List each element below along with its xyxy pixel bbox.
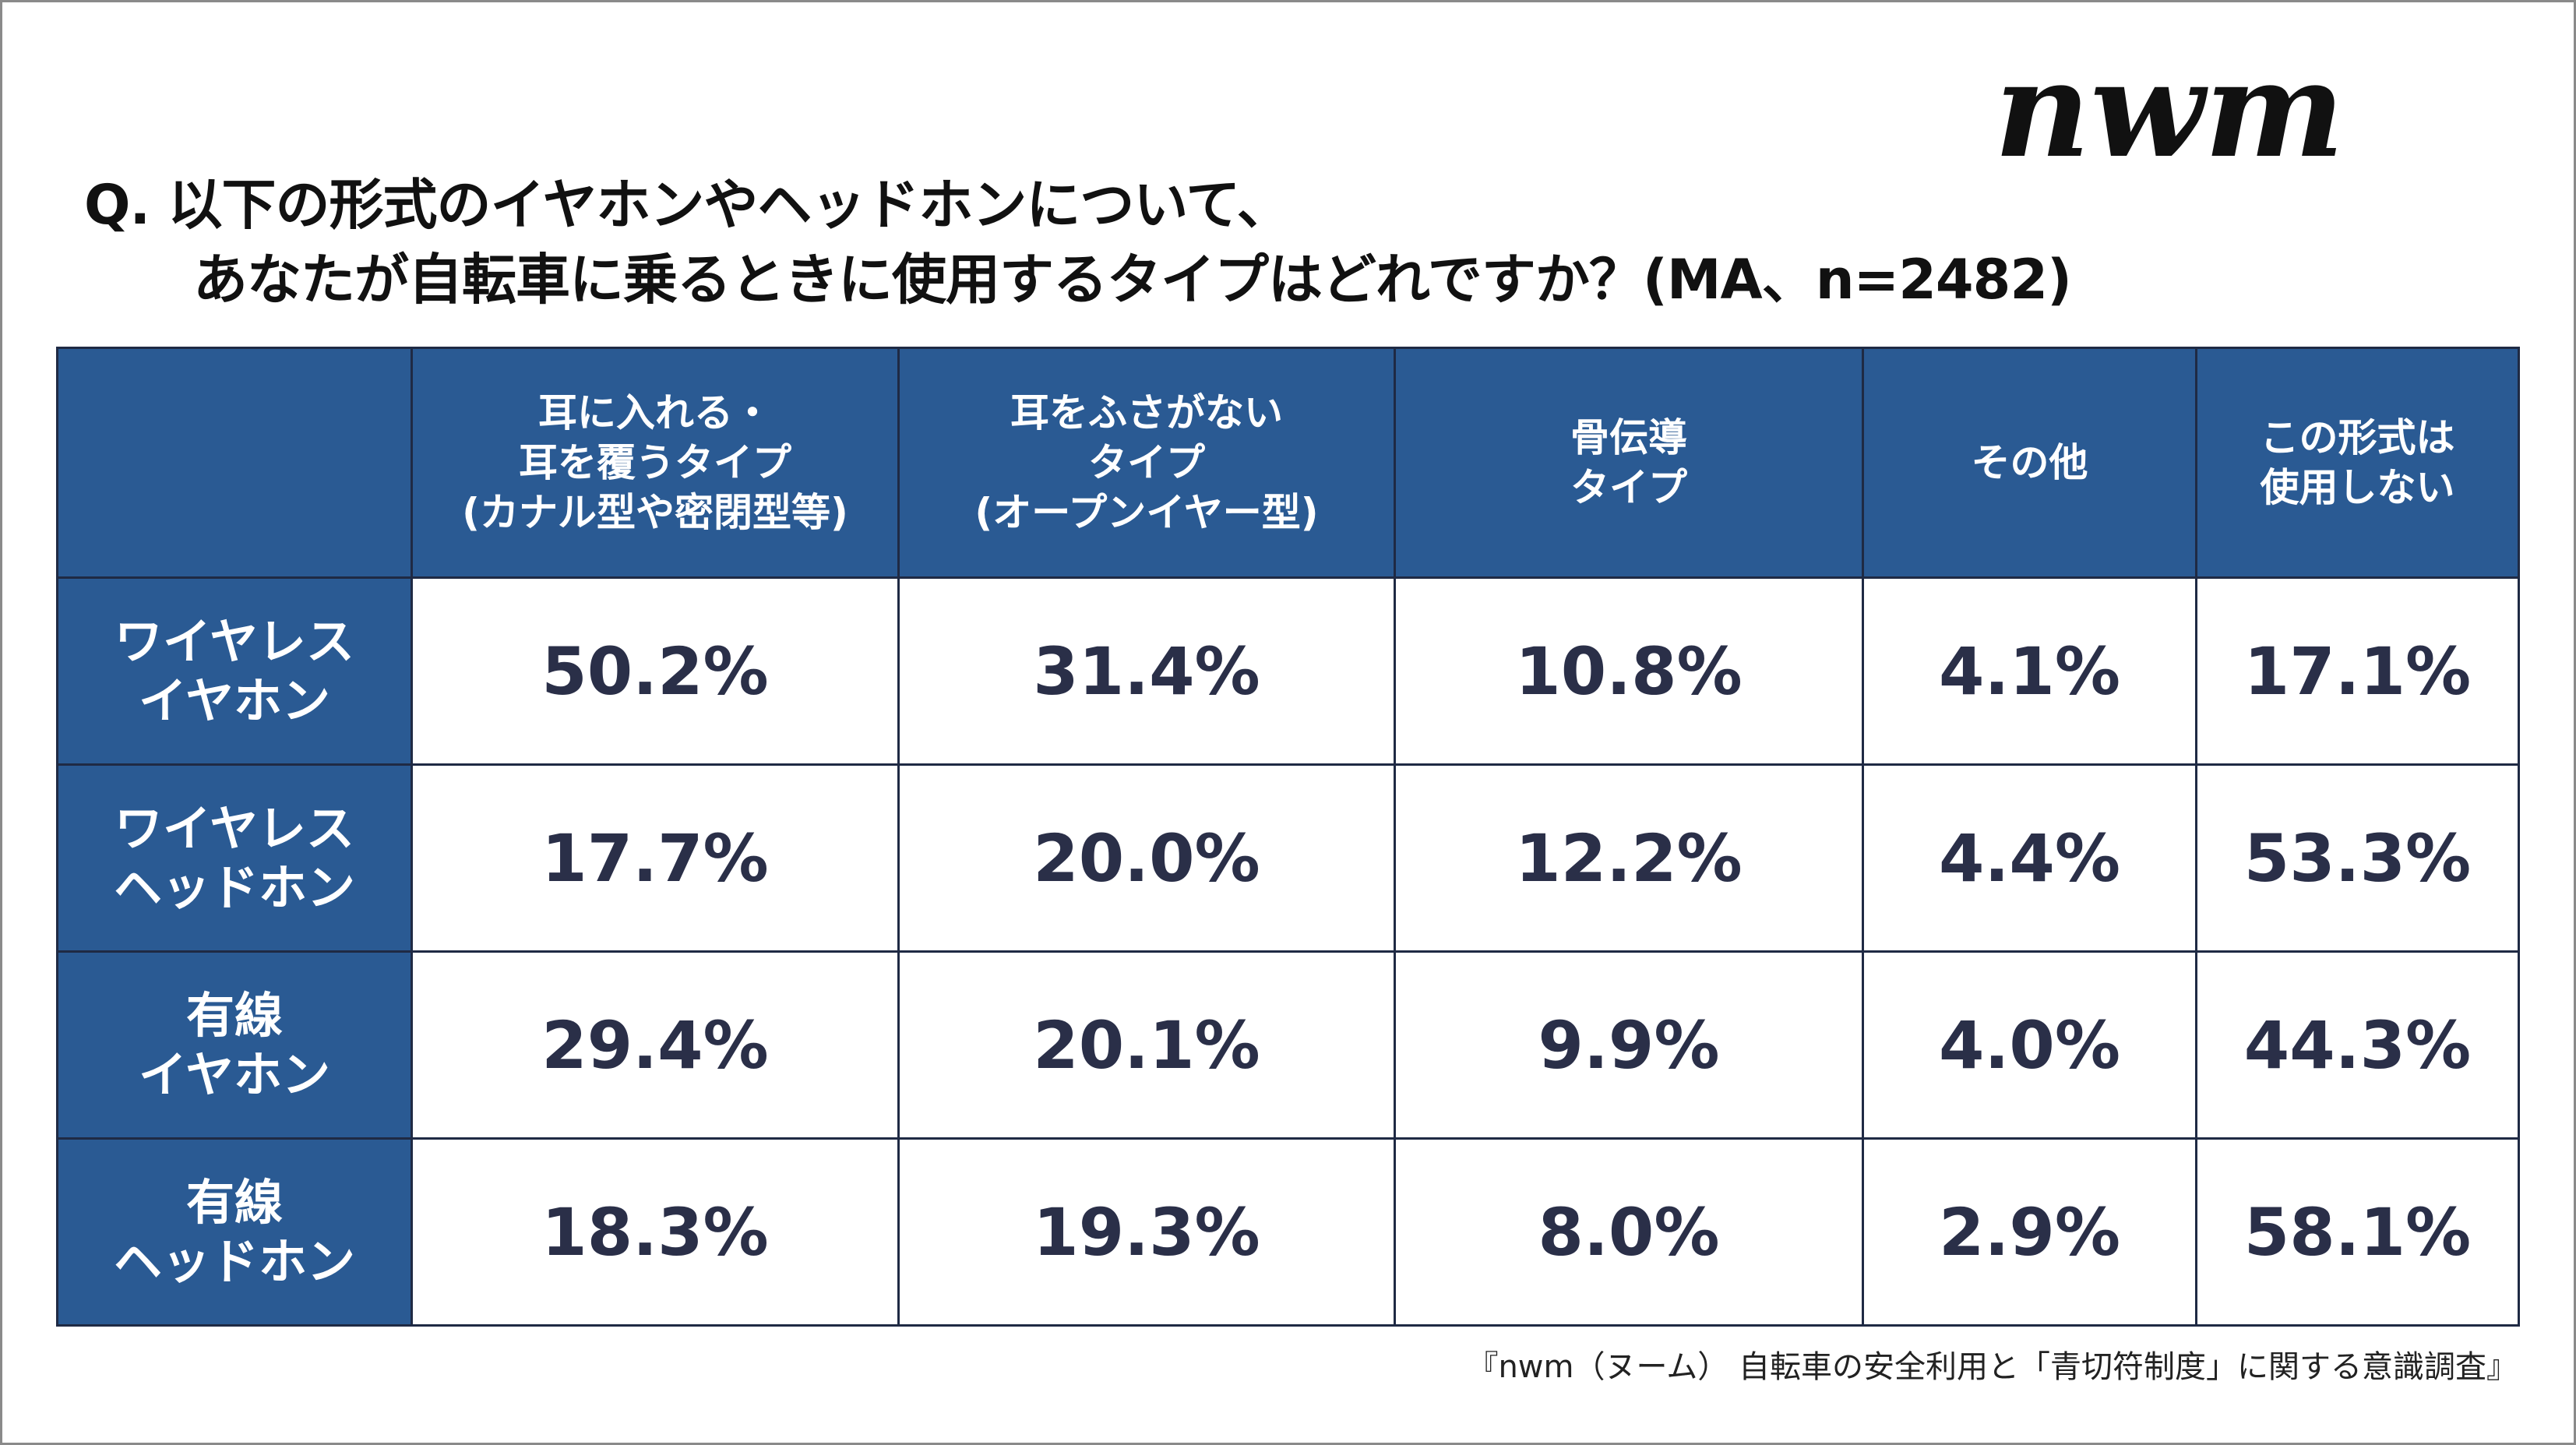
- data-cell: 8.0%: [1394, 1137, 1864, 1327]
- source-citation: 『nwm（ヌーム） 自転車の安全利用と「青切符制度」に関する意識調査』: [1467, 1349, 2518, 1385]
- data-cell: 4.4%: [1862, 763, 2197, 953]
- data-cell: 4.0%: [1862, 950, 2197, 1140]
- nwm-logo: nwm: [1994, 55, 2345, 187]
- data-cell: 31.4%: [897, 576, 1396, 766]
- data-cell: 44.3%: [2195, 950, 2520, 1140]
- data-cell: 4.1%: [1862, 576, 2197, 766]
- header-in-ear-closed: 耳に入れる・ 耳を覆うタイプ (カナル型や密閉型等): [411, 347, 900, 579]
- results-table: 耳に入れる・ 耳を覆うタイプ (カナル型や密閉型等) 耳をふさがない タイプ (…: [56, 347, 2520, 1327]
- table-row: 有線 ヘッドホン 18.3% 19.3% 8.0% 2.9% 58.1%: [56, 1137, 2520, 1327]
- table-row: 有線 イヤホン 29.4% 20.1% 9.9% 4.0% 44.3%: [56, 950, 2520, 1140]
- data-cell: 58.1%: [2195, 1137, 2520, 1327]
- data-cell: 50.2%: [411, 576, 900, 766]
- header-open-ear: 耳をふさがない タイプ (オープンイヤー型): [897, 347, 1396, 579]
- data-cell: 29.4%: [411, 950, 900, 1140]
- table-row: ワイヤレス イヤホン 50.2% 31.4% 10.8% 4.1% 17.1%: [56, 576, 2520, 766]
- data-cell: 12.2%: [1394, 763, 1864, 953]
- data-cell: 53.3%: [2195, 763, 2520, 953]
- row-label: ワイヤレス イヤホン: [56, 576, 413, 766]
- table-header-row: 耳に入れる・ 耳を覆うタイプ (カナル型や密閉型等) 耳をふさがない タイプ (…: [56, 347, 2520, 579]
- data-cell: 2.9%: [1862, 1137, 2197, 1327]
- table-row: ワイヤレス ヘッドホン 17.7% 20.0% 12.2% 4.4% 53.3%: [56, 763, 2520, 953]
- data-cell: 20.0%: [897, 763, 1396, 953]
- row-label: ワイヤレス ヘッドホン: [56, 763, 413, 953]
- question-title-line2: あなたが自転車に乗るときに使用するタイプはどれですか？(MA、n=2482): [193, 248, 2072, 312]
- data-cell: 9.9%: [1394, 950, 1864, 1140]
- row-label: 有線 ヘッドホン: [56, 1137, 413, 1327]
- question-title-line1: Q. 以下の形式のイヤホンやヘッドホンについて、: [84, 173, 1292, 237]
- data-cell: 19.3%: [897, 1137, 1396, 1327]
- header-bone-conduction: 骨伝導 タイプ: [1394, 347, 1864, 579]
- header-corner: [56, 347, 413, 579]
- header-other: その他: [1862, 347, 2197, 579]
- data-cell: 10.8%: [1394, 576, 1864, 766]
- question-title: Q. 以下の形式のイヤホンやヘッドホンについて、 あなたが自転車に乗るときに使用…: [84, 167, 2072, 317]
- data-cell: 18.3%: [411, 1137, 900, 1327]
- data-cell: 17.7%: [411, 763, 900, 953]
- header-not-used: この形式は 使用しない: [2195, 347, 2520, 579]
- data-cell: 20.1%: [897, 950, 1396, 1140]
- data-cell: 17.1%: [2195, 576, 2520, 766]
- row-label: 有線 イヤホン: [56, 950, 413, 1140]
- svg-text:nwm: nwm: [1994, 55, 2345, 187]
